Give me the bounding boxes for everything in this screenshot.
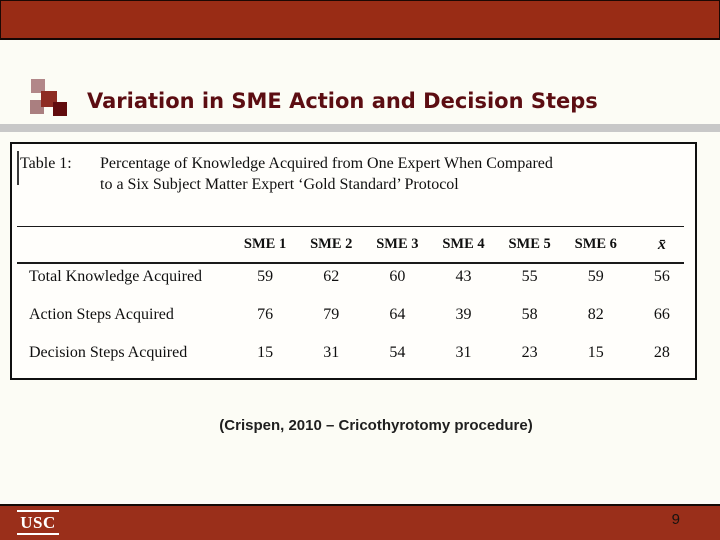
- bullet-square-light: [31, 79, 45, 93]
- cell-value: 60: [389, 268, 406, 285]
- bullet-square-dark: [53, 102, 67, 116]
- row-label: Action Steps Acquired: [29, 306, 174, 323]
- cell-value: 31: [323, 344, 340, 361]
- cell-value: 82: [587, 306, 604, 323]
- column-header-sme1: SME 1: [243, 236, 287, 252]
- citation: (Crispen, 2010 – Cricothyrotomy procedur…: [219, 417, 533, 434]
- caption-line-1: Percentage of Knowledge Acquired from On…: [100, 155, 553, 172]
- cell-value: 39: [455, 306, 472, 323]
- cell-value: 31: [455, 344, 472, 361]
- slide-title: Variation in SME Action and Decision Ste…: [87, 89, 598, 113]
- cell-value: 23: [521, 344, 538, 361]
- cell-value: 59: [257, 268, 274, 285]
- column-header-sme2: SME 2: [310, 236, 353, 252]
- cell-value: 62: [323, 268, 340, 285]
- table-caption-label: Table 1:: [20, 155, 72, 172]
- cell-value: 79: [323, 306, 340, 323]
- cell-value: 58: [521, 306, 538, 323]
- table-rule-header: [17, 262, 684, 264]
- page-number: 9: [671, 511, 680, 528]
- table-caption-text: Percentage of Knowledge Acquired from On…: [100, 153, 553, 195]
- table-row: Decision Steps Acquired 15 31 54 31 23 1…: [12, 340, 695, 378]
- cell-value: 56: [653, 268, 670, 285]
- table-header-row: SME 1 SME 2 SME 3 SME 4 SME 5 SME 6 x̄: [12, 227, 695, 262]
- caption-line-2: to a Six Subject Matter Expert ‘Gold Sta…: [100, 176, 459, 193]
- usc-logo: USC: [17, 510, 59, 535]
- cell-value: 76: [257, 306, 274, 323]
- cell-value: 59: [587, 268, 604, 285]
- cell-value: 54: [389, 344, 406, 361]
- scan-artifact-line: [17, 151, 19, 185]
- column-header-sme5: SME 5: [508, 236, 551, 252]
- row-label: Decision Steps Acquired: [29, 344, 188, 361]
- cell-value: 28: [653, 344, 670, 361]
- column-header-mean: x̄: [657, 235, 666, 253]
- column-header-sme3: SME 3: [376, 236, 419, 252]
- title-divider: [0, 124, 720, 132]
- bullet-square-rose: [30, 100, 44, 114]
- column-header-sme6: SME 6: [574, 236, 617, 252]
- footer-bar: USC 9: [0, 504, 720, 540]
- cell-value: 15: [257, 344, 274, 361]
- top-banner: [0, 0, 720, 40]
- cell-value: 15: [587, 344, 604, 361]
- cell-value: 55: [521, 268, 538, 285]
- table-caption: Table 1: Percentage of Knowledge Acquire…: [12, 144, 695, 195]
- cell-value: 66: [653, 306, 670, 323]
- cell-value: 43: [455, 268, 472, 285]
- table-rule-top: [17, 226, 684, 227]
- column-header-sme4: SME 4: [442, 236, 485, 252]
- table-row: Total Knowledge Acquired 59 62 60 43 55 …: [12, 264, 695, 302]
- table-figure: Table 1: Percentage of Knowledge Acquire…: [10, 142, 697, 380]
- row-label: Total Knowledge Acquired: [29, 268, 203, 285]
- table-row: Action Steps Acquired 76 79 64 39 58 82 …: [12, 302, 695, 340]
- cell-value: 64: [389, 306, 406, 323]
